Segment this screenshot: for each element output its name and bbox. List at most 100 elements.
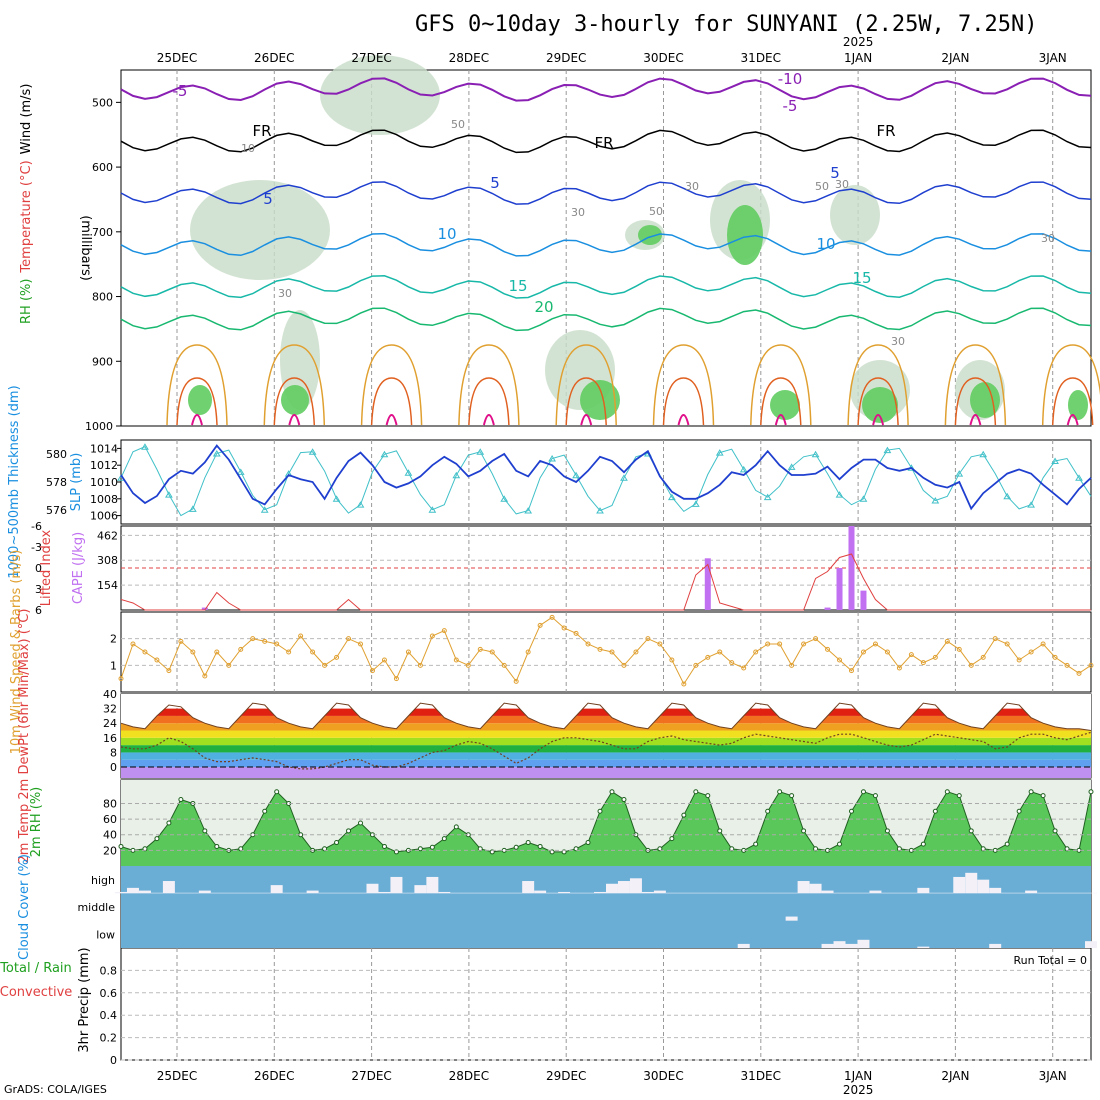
cloud-level-label: high xyxy=(91,874,115,887)
rh-tick-label: 20 xyxy=(103,844,117,857)
cape-bar xyxy=(860,590,867,610)
contour-label: 30 xyxy=(1041,232,1055,245)
rh-marker xyxy=(669,836,675,842)
rh-marker xyxy=(334,840,340,846)
cloud-bar xyxy=(162,881,175,894)
precip-tick-label: 0.2 xyxy=(100,1032,118,1045)
cloud-bar xyxy=(390,876,403,894)
cloud-bar xyxy=(833,892,846,894)
wind-marker xyxy=(477,646,483,652)
rh-tick-label: 80 xyxy=(103,797,117,810)
rh-marker xyxy=(717,828,723,834)
dewpoint-line xyxy=(120,731,1092,770)
cloud-bar xyxy=(594,891,606,894)
date-label-top: 28DEC xyxy=(449,51,489,65)
cloud-bar xyxy=(785,916,798,921)
slp-marker xyxy=(667,493,676,501)
temp-tick-label: 8 xyxy=(110,746,117,759)
rh-marker xyxy=(525,840,531,846)
rh-marker xyxy=(621,797,627,803)
cloud-bar xyxy=(857,892,870,894)
slp-tick-label: 1006 xyxy=(90,510,118,523)
slp-marker xyxy=(883,446,892,454)
temperature-contour xyxy=(120,307,1092,332)
temperature-contour xyxy=(120,129,1092,154)
cloud-bar xyxy=(198,890,211,894)
li-line xyxy=(120,553,1091,611)
run-total-label: Run Total = 0 xyxy=(1014,954,1088,967)
cloud-bar xyxy=(689,892,702,894)
contour-label: 50 xyxy=(815,180,829,193)
wind-marker xyxy=(178,638,184,644)
wind-marker xyxy=(286,649,292,655)
slp-marker xyxy=(212,449,221,457)
red-contour xyxy=(565,377,607,426)
wind-marker xyxy=(274,641,280,647)
date-label-top: 31DEC xyxy=(741,51,781,65)
slp-marker xyxy=(476,448,485,455)
date-label-bottom: 3JAN xyxy=(1039,1069,1067,1083)
chart-title: GFS 0~10day 3-hourly for SUNYANI (2.25W,… xyxy=(415,12,1038,37)
rh-marker xyxy=(872,793,878,799)
rh-marker xyxy=(884,828,890,834)
cloud-bar xyxy=(857,939,870,948)
wind-marker xyxy=(573,630,579,636)
y-tick-label: 700 xyxy=(92,226,113,239)
temp-color-band xyxy=(121,745,1091,753)
magenta-contour xyxy=(385,414,398,426)
magenta-contour xyxy=(580,414,593,426)
temp-tick-label: 16 xyxy=(103,732,117,745)
date-label-bottom: 26DEC xyxy=(254,1069,294,1083)
wind-marker xyxy=(645,636,651,642)
cloud-bar xyxy=(426,876,439,894)
wind-marker xyxy=(358,641,364,647)
date-label-bottom: 29DEC xyxy=(546,1069,586,1083)
wind-marker xyxy=(621,662,627,668)
temp-mask xyxy=(121,694,1091,731)
cloud-bar xyxy=(462,892,475,894)
slp-marker xyxy=(763,493,772,501)
temperature-contour xyxy=(120,232,1092,257)
cloud-bar xyxy=(438,891,451,894)
y-tick-label: 900 xyxy=(92,355,113,368)
rh-marker xyxy=(346,828,352,834)
cloud-bar xyxy=(629,878,642,894)
cloud-bar xyxy=(809,883,822,894)
y-tick-label: 600 xyxy=(92,161,113,174)
cloud-bar xyxy=(677,892,690,894)
orange-contour xyxy=(847,344,909,426)
contour-label: 15 xyxy=(508,277,527,295)
wind-marker xyxy=(381,657,387,663)
rh-marker xyxy=(1040,793,1046,799)
slp-marker xyxy=(955,470,964,477)
contour-label: 30 xyxy=(685,180,699,193)
cape-bar xyxy=(704,558,711,610)
slp-tick-label: 1014 xyxy=(90,442,118,455)
slp-tick-label: 1010 xyxy=(90,476,118,489)
orange-contour xyxy=(944,344,1007,426)
wind-marker xyxy=(753,649,759,655)
wind-marker xyxy=(741,665,747,671)
wind-marker xyxy=(992,636,998,642)
series-line xyxy=(120,444,1092,511)
cloud-bar xyxy=(869,890,882,894)
date-label-top: 2JAN xyxy=(941,51,969,65)
cloud-bar xyxy=(174,892,187,894)
rh-marker xyxy=(920,841,926,847)
cloud-bar xyxy=(845,943,858,948)
rh-patch xyxy=(320,55,440,135)
cloud-bar xyxy=(965,872,978,894)
cloud-bar xyxy=(330,892,343,894)
cloud-bar xyxy=(258,892,271,894)
wind-marker xyxy=(884,649,890,655)
wind-marker xyxy=(908,652,914,658)
contour-label: FR xyxy=(594,134,613,152)
orange-contour xyxy=(555,344,617,426)
red-contour xyxy=(176,377,218,426)
thickness-tick-label: 578 xyxy=(46,476,67,489)
wind-marker xyxy=(190,649,196,655)
rh-patch xyxy=(830,185,880,245)
red-contour xyxy=(1051,377,1094,426)
precip-total-label: Total / Rain xyxy=(0,961,72,976)
slp-marker xyxy=(931,497,940,504)
